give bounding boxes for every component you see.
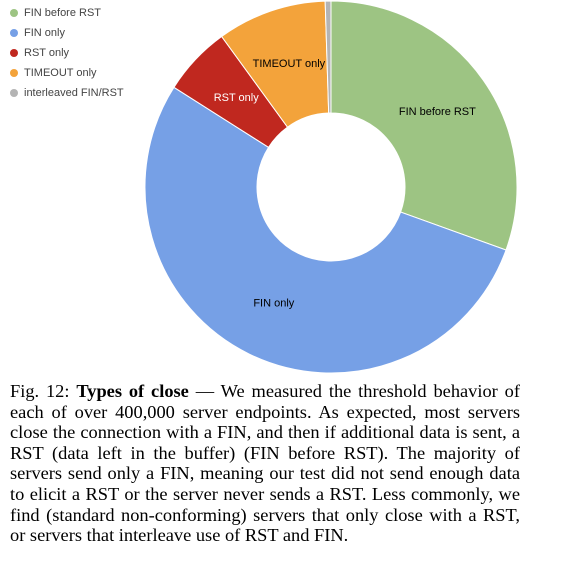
donut-slices — [144, 0, 518, 374]
legend-item-fin-only: FIN only — [10, 23, 124, 43]
slice-label: FIN only — [253, 298, 294, 310]
slice-label: TIMEOUT only — [253, 58, 326, 70]
caption-text: — We measured the threshold behavior of … — [10, 381, 520, 546]
legend-item-interleaved: interleaved FIN/RST — [10, 83, 124, 103]
donut-chart: FIN before RST FIN only RST only TIMEOUT on… — [144, 0, 518, 374]
slice-interleaved-fin-rst — [324, 0, 332, 114]
legend-item-timeout-only: TIMEOUT only — [10, 63, 124, 83]
caption-title: Types of close — [76, 381, 189, 401]
legend-label: RST only — [24, 47, 70, 59]
legend-item-fin-before-rst: FIN before RST — [10, 3, 124, 23]
legend-label: FIN only — [24, 27, 65, 39]
slice-label: FIN before RST — [399, 106, 476, 118]
slice-fin-only — [144, 86, 507, 374]
figure-caption: Fig. 12: Types of close — We measured th… — [10, 381, 520, 546]
legend-label: FIN before RST — [24, 7, 102, 19]
legend-swatch — [10, 69, 18, 77]
legend-swatch — [10, 49, 18, 57]
legend: FIN before RST FIN only RST only TIMEOUT… — [10, 3, 124, 103]
legend-swatch — [10, 89, 18, 97]
legend-swatch — [10, 9, 18, 17]
legend-label: TIMEOUT only — [24, 67, 97, 79]
caption-fig-number: Fig. 12: — [10, 381, 77, 401]
legend-swatch — [10, 29, 18, 37]
slice-label: RST only — [214, 92, 260, 104]
legend-item-rst-only: RST only — [10, 43, 124, 63]
slice-fin-before-rst — [330, 0, 518, 251]
slice-labels: FIN before RST FIN only RST only TIMEOUT on… — [214, 58, 476, 310]
legend-label: interleaved FIN/RST — [24, 87, 124, 99]
